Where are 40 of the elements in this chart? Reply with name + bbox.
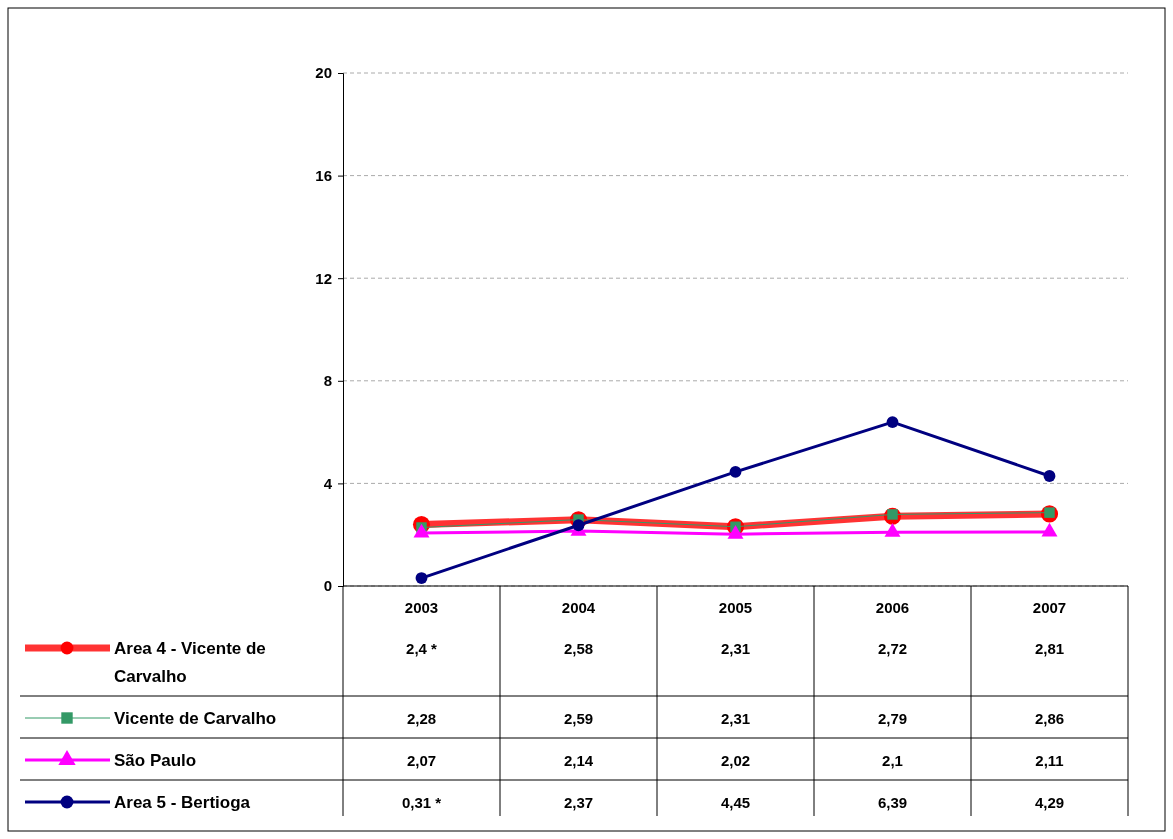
data-label: 2,58 xyxy=(563,640,594,657)
legend-label: Area 5 - Bertioga xyxy=(114,793,251,812)
point xyxy=(886,416,899,428)
x-tick-label: 2005 xyxy=(718,599,753,616)
x-tick-label: 2007 xyxy=(1032,599,1067,616)
y-tick-label: 8 xyxy=(323,372,332,390)
x-tick-label: 2003 xyxy=(404,599,439,616)
y-tick-label: 20 xyxy=(315,64,332,82)
data-label: 2,37 xyxy=(563,794,594,811)
y-tick-label: 12 xyxy=(315,269,332,287)
point xyxy=(415,572,428,584)
data-label: 6,39 xyxy=(877,794,908,811)
data-label: 2,1 xyxy=(882,752,903,769)
point xyxy=(1043,470,1056,482)
data-label: 2,07 xyxy=(406,752,437,769)
legend-label: Area 4 - Vicente de Carvalho xyxy=(114,639,266,686)
legend-label: São Paulo xyxy=(114,751,197,770)
point xyxy=(729,465,742,478)
data-label: 2,79 xyxy=(877,710,908,727)
point xyxy=(572,519,585,532)
data-label: 2,86 xyxy=(1034,710,1065,727)
data-label: 2,31 xyxy=(720,710,751,727)
data-label: 2,59 xyxy=(563,710,594,727)
data-label: 2,14 xyxy=(563,752,594,769)
data-label: 2,81 xyxy=(1034,640,1065,657)
data-label: 2,11 xyxy=(1035,752,1064,769)
data-label: 4,45 xyxy=(720,794,751,811)
data-label: 2,4 * xyxy=(406,640,438,657)
y-tick-label: 16 xyxy=(315,166,332,184)
x-tick-label: 2004 xyxy=(561,599,596,616)
data-label: 2,72 xyxy=(877,640,908,657)
data-label: 2,31 xyxy=(720,640,751,657)
data-label: 2,28 xyxy=(406,710,437,727)
y-tick-label: 0 xyxy=(323,577,332,595)
data-label: 0,31 * xyxy=(401,794,442,811)
data-label: 2,02 xyxy=(720,752,751,769)
y-tick-label: 4 xyxy=(323,474,333,492)
legend-label: Vicente de Carvalho xyxy=(114,709,277,728)
data-label: 4,29 xyxy=(1034,794,1065,811)
x-tick-label: 2006 xyxy=(875,599,910,616)
